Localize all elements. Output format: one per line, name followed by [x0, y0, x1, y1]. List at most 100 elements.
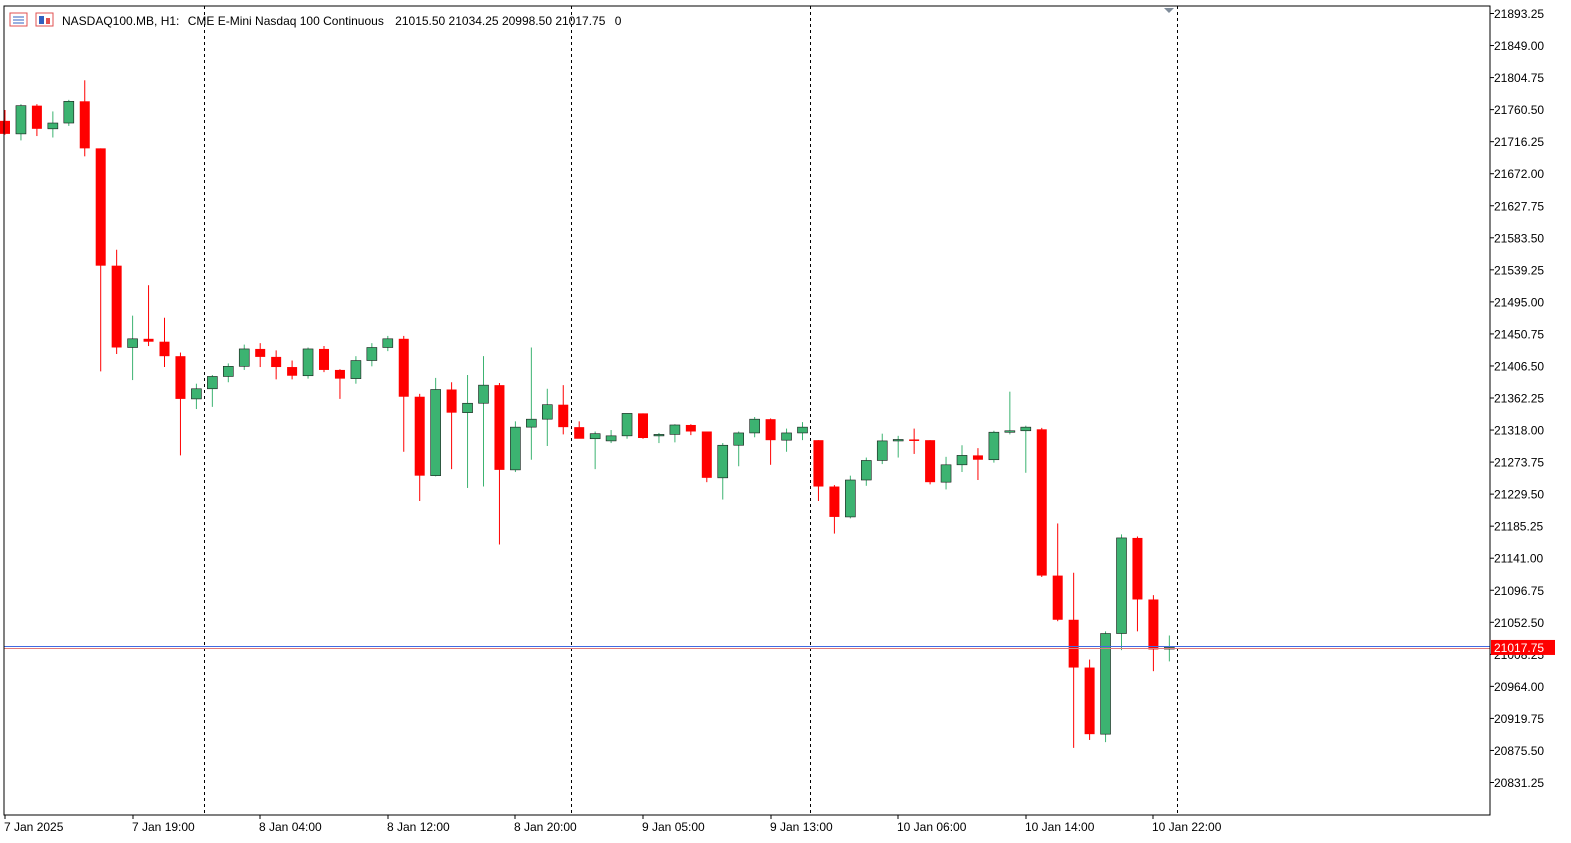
candle-body [430, 389, 441, 476]
candle[interactable] [111, 249, 122, 355]
candle[interactable] [350, 356, 362, 384]
candle[interactable] [781, 428, 792, 452]
candle[interactable] [287, 360, 298, 380]
candle[interactable] [1132, 536, 1143, 632]
candle[interactable] [526, 347, 537, 460]
candle[interactable] [845, 475, 856, 519]
candle[interactable] [829, 485, 840, 534]
candle[interactable] [574, 421, 585, 439]
candle[interactable] [510, 421, 521, 473]
candle[interactable] [1020, 425, 1032, 473]
candle[interactable] [446, 382, 457, 470]
candle[interactable] [797, 422, 808, 441]
price-tick-label: 21185.25 [1494, 520, 1543, 534]
candle-body [1068, 619, 1079, 668]
candle-body [669, 424, 681, 435]
candle-body [638, 413, 648, 439]
candle[interactable] [892, 435, 904, 458]
candle-body [558, 404, 569, 428]
candle[interactable] [302, 347, 314, 379]
candle[interactable] [749, 417, 760, 438]
candle[interactable] [717, 443, 729, 500]
candle[interactable] [1068, 572, 1079, 748]
price-tick-label: 21096.75 [1494, 584, 1544, 598]
time-tick-label: 7 Jan 19:00 [132, 820, 195, 834]
candle[interactable] [669, 424, 681, 443]
candle[interactable] [765, 418, 776, 465]
candle[interactable] [1036, 427, 1047, 578]
candle[interactable] [207, 375, 218, 407]
time-tick-label: 9 Jan 13:00 [770, 820, 833, 834]
candle[interactable] [1052, 523, 1063, 622]
candle[interactable] [238, 344, 250, 370]
candle[interactable] [940, 456, 952, 490]
candle[interactable] [541, 388, 553, 446]
candle[interactable] [701, 431, 712, 483]
candle[interactable] [925, 440, 936, 485]
candle[interactable] [430, 377, 441, 477]
candle[interactable] [0, 109, 10, 135]
candle[interactable] [876, 433, 888, 465]
candle[interactable] [47, 111, 59, 138]
chart-window-icon[interactable] [35, 12, 54, 27]
candle[interactable] [15, 104, 27, 141]
candle[interactable] [956, 445, 968, 473]
candle[interactable] [733, 431, 745, 467]
candle[interactable] [319, 346, 329, 373]
candle[interactable] [462, 375, 473, 488]
candle[interactable] [589, 431, 601, 470]
candle[interactable] [621, 413, 633, 439]
candle[interactable] [255, 343, 266, 368]
candle[interactable] [605, 430, 617, 444]
price-tick-label: 21141.00 [1494, 552, 1543, 566]
candle[interactable] [334, 369, 345, 399]
candle[interactable] [478, 356, 489, 487]
time-axis: 7 Jan 2025 7 Jan 19:00 8 Jan 04:00 8 Jan 12… [4, 815, 1222, 834]
candle-body [1004, 430, 1016, 433]
candle[interactable] [638, 413, 648, 439]
candles-group [0, 80, 1175, 748]
candle[interactable] [988, 430, 1000, 463]
candle-body [127, 338, 138, 348]
candle[interactable] [972, 448, 983, 481]
chart-shift-marker-icon[interactable] [1164, 8, 1174, 13]
candle[interactable] [1004, 391, 1016, 435]
candle[interactable] [1084, 659, 1095, 740]
candle[interactable] [95, 148, 106, 372]
candle[interactable] [685, 424, 696, 436]
candle[interactable] [191, 383, 202, 410]
chart-list-icon[interactable] [9, 12, 28, 27]
candle-body [621, 413, 633, 437]
candle[interactable] [79, 80, 90, 157]
candle[interactable] [271, 350, 282, 380]
candle[interactable] [1148, 595, 1159, 672]
candle-body [909, 439, 920, 441]
candle[interactable] [1116, 534, 1127, 651]
candle[interactable] [860, 457, 872, 486]
candle[interactable] [1100, 631, 1111, 743]
candle[interactable] [414, 393, 425, 502]
candle[interactable] [31, 104, 42, 137]
candle[interactable] [494, 382, 505, 545]
candle[interactable] [813, 440, 824, 502]
price-tick-label: 21672.00 [1494, 167, 1544, 181]
price-tick-label: 20875.50 [1494, 744, 1544, 758]
candle[interactable] [223, 363, 234, 383]
candle[interactable] [558, 385, 569, 435]
time-tick-label: 8 Jan 04:00 [259, 820, 322, 834]
candle[interactable] [398, 335, 409, 452]
candle[interactable] [382, 335, 394, 352]
header-text: NASDAQ100.MB, H1: CME E-Mini Nasdaq 100 … [62, 14, 622, 28]
last-price-label-bg [1491, 639, 1555, 655]
candle[interactable] [63, 99, 75, 126]
candle[interactable] [653, 432, 665, 444]
candle[interactable] [159, 317, 170, 368]
candle-body [47, 122, 59, 130]
candle[interactable] [366, 343, 378, 367]
candle[interactable] [909, 428, 920, 454]
candle-body [605, 435, 617, 442]
candle[interactable] [175, 352, 186, 456]
candle[interactable] [143, 285, 154, 347]
candle[interactable] [127, 315, 138, 381]
